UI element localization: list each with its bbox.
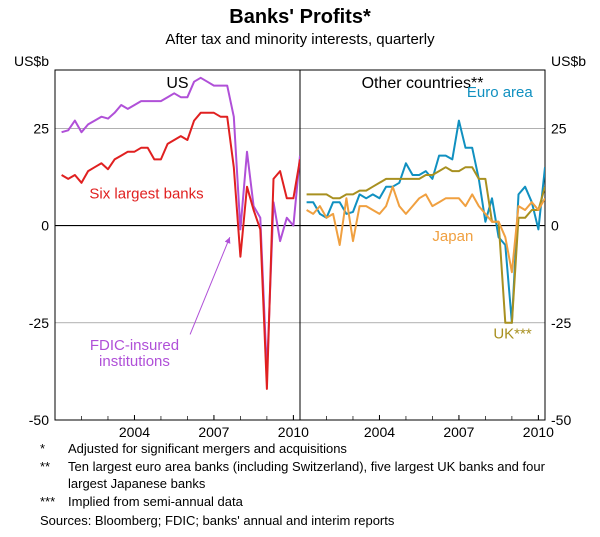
svg-text:Japan: Japan [432, 228, 473, 245]
svg-text:25: 25 [551, 120, 567, 136]
svg-text:2007: 2007 [443, 424, 474, 440]
svg-text:0: 0 [41, 218, 49, 234]
svg-text:25: 25 [33, 120, 49, 136]
svg-text:2004: 2004 [364, 424, 395, 440]
svg-text:US$b: US$b [551, 53, 586, 69]
svg-text:UK***: UK*** [493, 325, 532, 342]
svg-text:Euro area: Euro area [467, 84, 534, 101]
footnote-1: * Adjusted for significant mergers and a… [40, 440, 570, 458]
svg-text:Other countries**: Other countries** [362, 75, 484, 92]
svg-text:2007: 2007 [198, 424, 229, 440]
svg-text:-50: -50 [29, 412, 49, 428]
svg-text:-25: -25 [551, 315, 571, 331]
svg-text:-25: -25 [29, 315, 49, 331]
footnote-marker: ** [40, 458, 68, 493]
footnote-marker: * [40, 440, 68, 458]
footnotes-block: * Adjusted for significant mergers and a… [40, 440, 570, 530]
svg-text:0: 0 [551, 218, 559, 234]
footnote-2: ** Ten largest euro area banks (includin… [40, 458, 570, 493]
footnote-3: *** Implied from semi-annual data [40, 493, 570, 511]
svg-text:2010: 2010 [278, 424, 309, 440]
svg-text:US$b: US$b [14, 53, 49, 69]
svg-text:-50: -50 [551, 412, 571, 428]
footnote-text: Adjusted for significant mergers and acq… [68, 440, 347, 458]
svg-text:Six largest banks: Six largest banks [89, 185, 203, 202]
footnote-marker: *** [40, 493, 68, 511]
svg-text:FDIC-insured: FDIC-insured [90, 337, 179, 354]
svg-text:2004: 2004 [119, 424, 150, 440]
svg-text:institutions: institutions [99, 353, 170, 370]
svg-text:US: US [166, 75, 188, 92]
footnote-text: Implied from semi-annual data [68, 493, 243, 511]
chart-container: Banks' Profits* After tax and minority i… [0, 0, 600, 537]
footnote-text: Ten largest euro area banks (including S… [68, 458, 570, 493]
sources-line: Sources: Bloomberg; FDIC; banks' annual … [40, 512, 570, 530]
svg-text:2010: 2010 [523, 424, 554, 440]
